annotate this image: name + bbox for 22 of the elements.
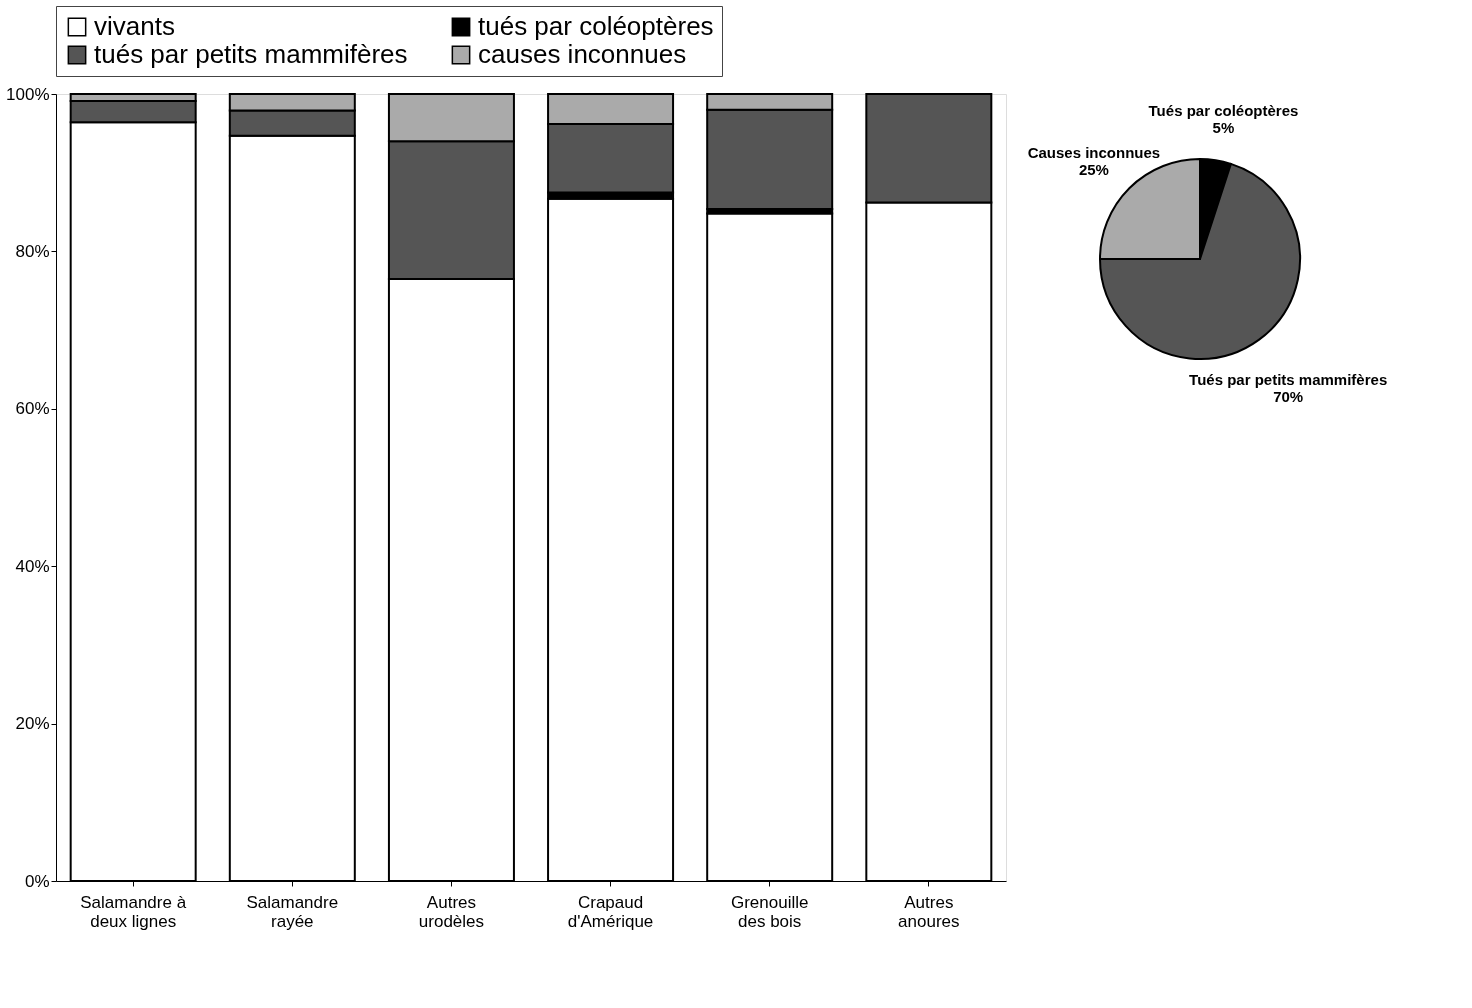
y-tick-label: 40% bbox=[15, 556, 50, 576]
legend-label: tués par petits mammifères bbox=[94, 39, 408, 69]
x-tick-label: Autres anoures bbox=[898, 892, 960, 931]
x-tick-label: Salamandre rayée bbox=[246, 892, 339, 931]
y-tick-label: 100% bbox=[6, 84, 50, 104]
legend-label: vivants bbox=[94, 11, 175, 41]
legend-label: causes inconnues bbox=[478, 39, 687, 69]
slice-label: Causes inconnues bbox=[1027, 143, 1161, 161]
x-tick-label: Autres urodèles bbox=[418, 892, 485, 931]
x-tick-label: Crapaud d'Amérique bbox=[567, 892, 654, 931]
data-label: 25% bbox=[1078, 160, 1109, 178]
y-tick-label: 0% bbox=[24, 871, 50, 891]
data-label: 5% bbox=[1212, 118, 1235, 136]
legend-label: tués par coléoptères bbox=[478, 11, 714, 41]
x-tick-label: Salamandre à deux lignes bbox=[80, 892, 187, 931]
y-tick-label: 60% bbox=[15, 399, 50, 419]
y-tick-label: 20% bbox=[15, 714, 50, 734]
slice-label: Tués par petits mammifères bbox=[1189, 371, 1388, 389]
slice-label: Tués par coléoptères bbox=[1148, 101, 1299, 119]
data-label: 70% bbox=[1273, 388, 1304, 406]
x-tick-label: Grenouille des bois bbox=[730, 892, 809, 931]
y-tick-label: 80% bbox=[15, 241, 50, 261]
